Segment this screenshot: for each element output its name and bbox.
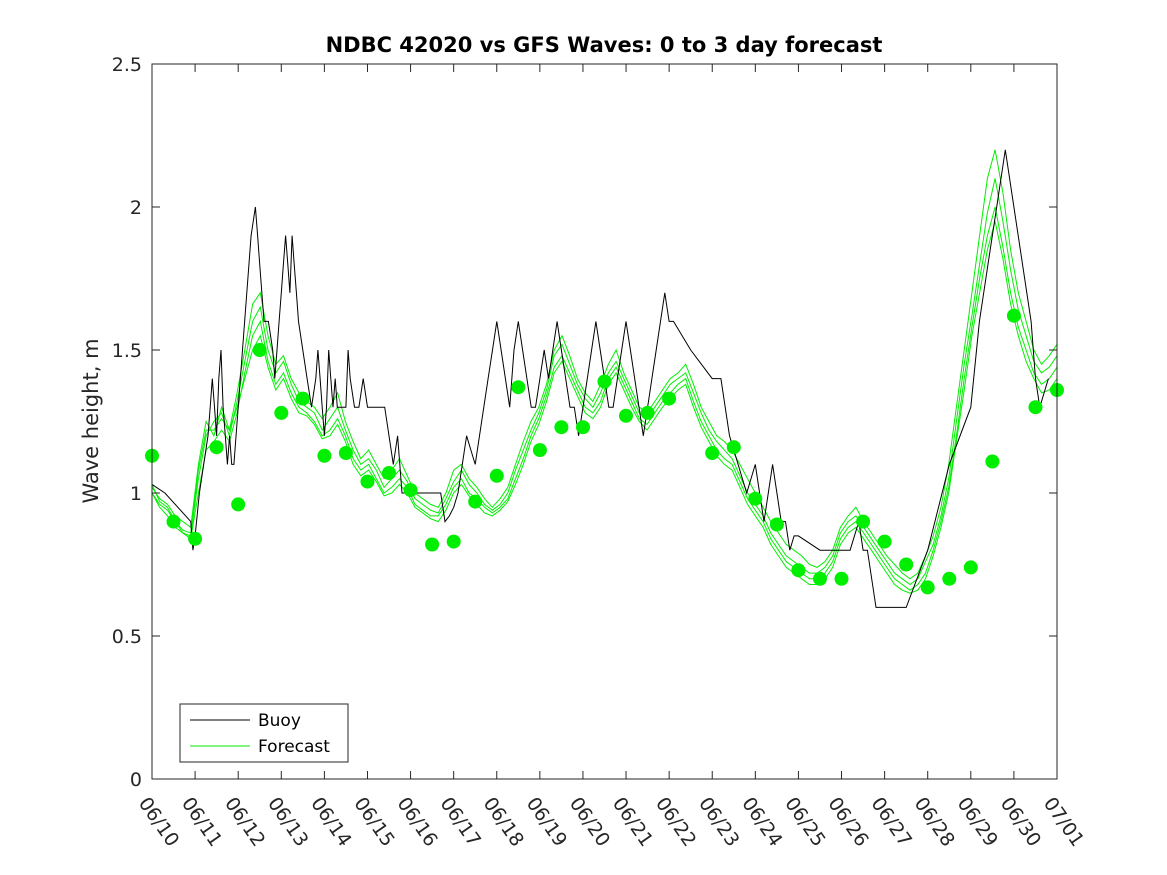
y-tick-label: 0.5	[112, 626, 142, 648]
forecast-point	[295, 391, 310, 406]
forecast-point	[705, 446, 720, 460]
forecast-point	[554, 420, 569, 435]
forecast-point	[813, 571, 827, 586]
forecast-series-line-4	[151, 221, 1058, 594]
forecast-point	[769, 517, 784, 532]
forecast-point	[856, 514, 871, 529]
forecast-point	[209, 440, 224, 455]
forecast-point	[640, 405, 655, 420]
chart-title: NDBC 42020 vs GFS Waves: 0 to 3 day fore…	[326, 33, 883, 57]
y-axis-label: Wave height, m	[79, 338, 103, 503]
forecast-point	[726, 440, 741, 455]
y-tick-label: 0	[130, 769, 142, 791]
forecast-point	[231, 497, 246, 512]
forecast-point	[662, 391, 677, 406]
axes-box	[151, 63, 1058, 780]
forecast-point	[532, 443, 547, 458]
y-tick-label: 2.5	[112, 54, 142, 76]
legend-box	[179, 703, 349, 763]
forecast-point	[576, 420, 590, 435]
forecast-point	[425, 537, 440, 552]
forecast-point	[834, 571, 849, 586]
forecast-point	[963, 560, 978, 575]
forecast-point	[188, 531, 203, 546]
forecast-point	[274, 405, 289, 420]
forecast-series-line-3	[151, 206, 1058, 591]
y-tick-label: 1	[130, 483, 142, 505]
forecast-point	[748, 491, 763, 506]
legend: Buoy Forecast	[179, 703, 349, 763]
forecast-point	[511, 380, 526, 395]
forecast-point	[317, 448, 332, 463]
forecast-point	[338, 446, 353, 460]
forecast-point	[985, 454, 1000, 469]
y-axis: 0 0.5 1 1.5 2 2.5	[112, 54, 1057, 791]
forecast-point	[166, 514, 181, 529]
forecast-point	[252, 343, 267, 357]
forecast-point	[877, 534, 892, 549]
forecast-point	[619, 408, 633, 423]
forecast-point	[382, 466, 396, 480]
forecast-point	[403, 483, 418, 498]
forecast-point	[1006, 308, 1021, 323]
forecast-point	[899, 557, 914, 572]
forecast-point	[1028, 400, 1043, 415]
forecast-point	[468, 494, 483, 509]
forecast-point	[791, 563, 806, 578]
buoy-series-line	[151, 149, 1049, 608]
legend-label-buoy: Buoy	[258, 711, 301, 731]
forecast-point	[920, 580, 935, 595]
y-tick-label: 2	[130, 197, 142, 219]
y-tick-label: 1.5	[112, 340, 142, 362]
forecast-point	[489, 468, 504, 483]
forecast-point	[942, 571, 957, 586]
forecast-point	[597, 374, 612, 389]
forecast-point	[446, 534, 461, 549]
legend-label-forecast: Forecast	[258, 737, 330, 757]
forecast-point	[360, 474, 375, 489]
